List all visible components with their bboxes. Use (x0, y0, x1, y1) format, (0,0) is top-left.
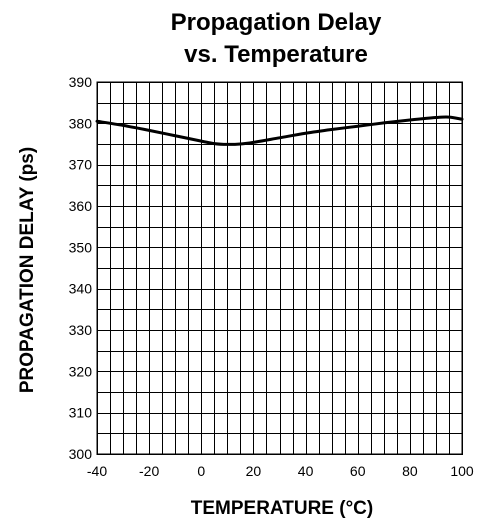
plot-frame (96, 81, 463, 455)
chart-title-line-1: Propagation Delay (171, 9, 382, 36)
x-axis-label: TEMPERATURE (°C) (191, 498, 373, 519)
x-tick-label: -20 (139, 463, 159, 479)
y-tick-label: 330 (69, 322, 93, 338)
y-axis-label: PROPAGATION DELAY (ps) (17, 147, 38, 393)
y-tick-label: 320 (69, 363, 93, 379)
y-tick-label: 340 (69, 281, 93, 297)
y-tick-label: 380 (69, 115, 93, 131)
y-tick-label: 390 (69, 74, 93, 90)
chart-title-line-2: vs. Temperature (184, 41, 368, 68)
x-tick-labels: -40 -20 0 20 40 60 80 100 (87, 463, 474, 479)
x-tick-label: 80 (402, 463, 418, 479)
x-tick-label: 20 (246, 463, 262, 479)
y-tick-label: 350 (69, 239, 93, 255)
x-tick-label: 60 (350, 463, 366, 479)
series-group (95, 115, 464, 146)
y-tick-label: 300 (69, 446, 93, 462)
x-tick-label: 40 (298, 463, 314, 479)
x-tick-label: 0 (197, 463, 205, 479)
y-tick-label: 370 (69, 157, 93, 173)
series-line (95, 115, 464, 146)
y-tick-label: 360 (69, 198, 93, 214)
x-tick-label: -40 (87, 463, 107, 479)
y-tick-labels: 300 310 320 330 340 350 360 370 380 390 (69, 74, 93, 462)
y-tick-label: 310 (69, 405, 93, 421)
x-tick-label: 100 (450, 463, 474, 479)
